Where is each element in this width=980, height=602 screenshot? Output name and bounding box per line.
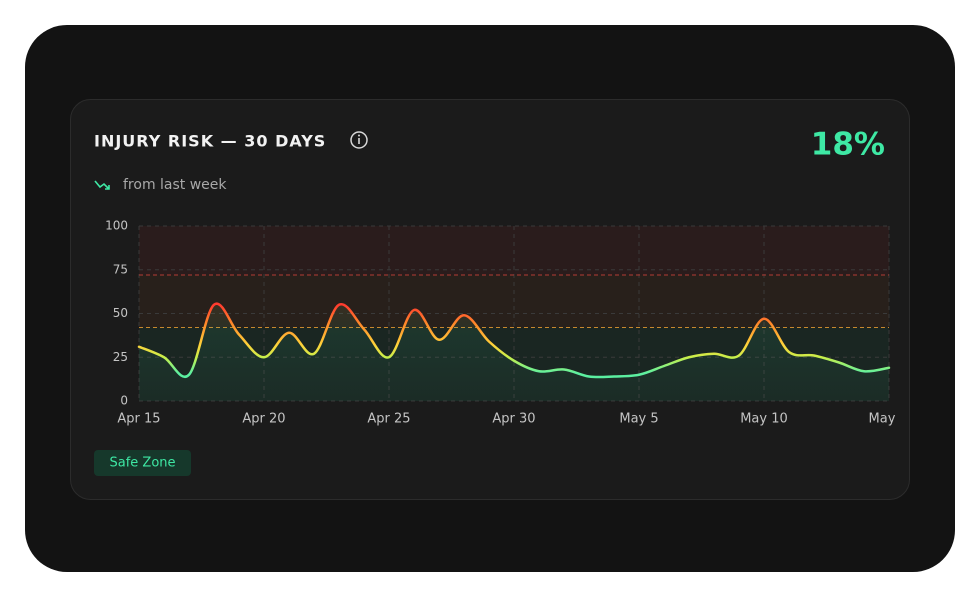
info-icon[interactable]: [350, 131, 368, 149]
y-tick-label: 75: [113, 262, 128, 276]
x-tick-label: Apr 15: [117, 412, 160, 427]
line: [137, 302, 891, 379]
x-tick-label: May 10: [740, 412, 788, 427]
title: INJURY RISK — 30 DAYS: [94, 132, 326, 151]
y-tick-label: 25: [113, 350, 128, 364]
y-tick-label: 50: [113, 306, 128, 320]
y-tick-label: 100: [105, 219, 128, 233]
plot: 0 25 50 75 100 Apr 15 Apr 20 Apr 25 Apr 30 May 5 M…: [105, 219, 896, 427]
x-tick-label: May: [869, 412, 896, 427]
x-tick-label: Apr 20: [242, 412, 285, 427]
badge-label: Safe Zone: [109, 456, 175, 471]
area: [139, 303, 889, 401]
x-tick-label: Apr 30: [492, 412, 535, 427]
x-tick-label: May 5: [619, 412, 658, 427]
x-tick-label: Apr 25: [367, 412, 410, 427]
y-tick-label: 0: [120, 394, 128, 408]
trend-text: from last week: [123, 177, 227, 193]
safe-zone-badge: [94, 450, 191, 476]
risk-value: 18%: [811, 127, 885, 163]
trend-icon: [94, 180, 110, 190]
